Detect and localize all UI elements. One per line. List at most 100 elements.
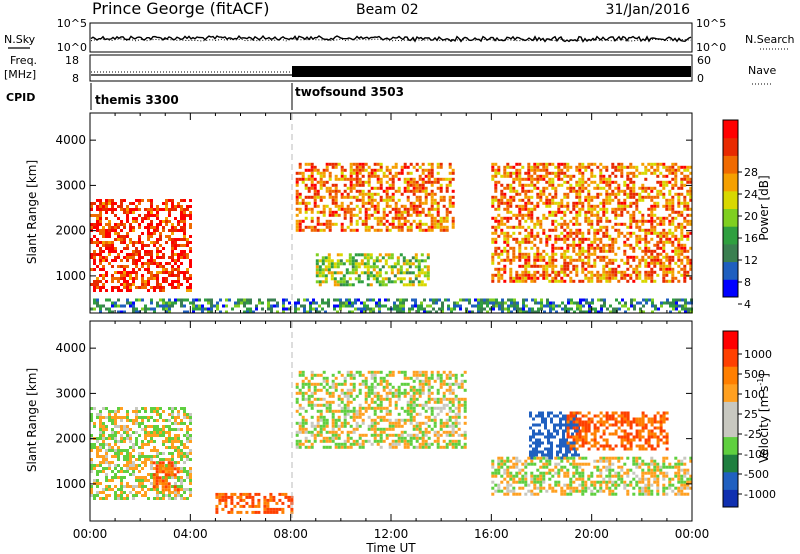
- power-echo-cell: [530, 234, 534, 238]
- power-echo-cell: [165, 220, 168, 223]
- power-echo-cell: [174, 226, 177, 229]
- power-echo-cell: [650, 210, 654, 214]
- power-echo-cell: [521, 276, 525, 280]
- power-echo-cell: [90, 307, 93, 311]
- velocity-echo-cell: [304, 418, 308, 422]
- power-echo-cell: [393, 274, 397, 278]
- velocity-echo-cell: [117, 425, 120, 428]
- power-echo-cell: [626, 204, 630, 208]
- power-echo-cell: [126, 220, 129, 223]
- velocity-echo-cell: [388, 388, 392, 392]
- power-echo-cell: [364, 201, 368, 205]
- velocity-echo-cell: [177, 446, 180, 449]
- velocity-echo-cell: [287, 504, 291, 508]
- power-echo-cell: [512, 213, 516, 217]
- velocity-echo-cell: [349, 424, 353, 428]
- velocity-echo-cell: [117, 476, 120, 479]
- power-echo-cell: [468, 298, 471, 302]
- power-echo-cell: [638, 198, 642, 202]
- power-echo-cell: [617, 222, 621, 226]
- power-echo-cell: [409, 183, 413, 187]
- velocity-echo-cell: [230, 492, 234, 496]
- power-echo-cell: [397, 210, 401, 214]
- power-echo-cell: [384, 298, 387, 302]
- power-echo-cell: [635, 174, 639, 178]
- power-echo-cell: [614, 222, 618, 226]
- power-echo-cell: [678, 310, 681, 314]
- velocity-echo-cell: [397, 391, 401, 395]
- power-echo-cell: [90, 238, 93, 241]
- power-echo-cell: [405, 259, 409, 263]
- power-echo-cell: [321, 307, 324, 311]
- power-echo-cell: [671, 177, 675, 181]
- velocity-echo-cell: [370, 388, 374, 392]
- power-echo-cell: [560, 201, 564, 205]
- nsky-panel: N.Sky 10^5 10^0 10^5 10^0 N.Search: [4, 17, 795, 54]
- power-echo-cell: [343, 189, 347, 193]
- power-echo-cell: [150, 256, 153, 259]
- power-echo-cell: [156, 205, 159, 208]
- power-echo-cell: [147, 211, 150, 214]
- power-echo-cell: [506, 174, 510, 178]
- power-echo-cell: [307, 162, 311, 166]
- power-echo-cell: [593, 261, 597, 265]
- power-echo-cell: [355, 180, 359, 184]
- power-echo-cell: [177, 256, 180, 259]
- velocity-echo-cell: [385, 427, 389, 431]
- power-echo-cell: [542, 168, 546, 172]
- velocity-echo-cell: [403, 382, 407, 386]
- power-echo-cell: [99, 229, 102, 232]
- power-echo-cell: [174, 253, 177, 256]
- power-echo-cell: [524, 252, 528, 256]
- power-echo-cell: [477, 304, 480, 308]
- power-echo-cell: [186, 310, 189, 314]
- power-echo-cell: [650, 165, 654, 169]
- power-echo-cell: [441, 307, 444, 311]
- velocity-echo-cell: [251, 501, 255, 505]
- power-echo-cell: [412, 204, 416, 208]
- power-echo-cell: [560, 246, 564, 250]
- power-echo-cell: [686, 258, 690, 262]
- velocity-echo-cell: [102, 461, 105, 464]
- velocity-echo-cell: [331, 433, 335, 437]
- power-echo-cell: [686, 168, 690, 172]
- velocity-echo-cell: [138, 452, 141, 455]
- power-echo-cell: [516, 304, 519, 308]
- power-echo-cell: [322, 204, 326, 208]
- velocity-echo-cell: [168, 458, 171, 461]
- velocity-echo-cell: [331, 409, 335, 413]
- power-echo-cell: [497, 270, 501, 274]
- velocity-echo-cell: [129, 461, 132, 464]
- power-echo-cell: [638, 234, 642, 238]
- power-echo-cell: [587, 183, 591, 187]
- velocity-echo-cell: [373, 394, 377, 398]
- power-echo-cell: [509, 279, 513, 283]
- power-echo-cell: [587, 237, 591, 241]
- power-echo-cell: [647, 219, 651, 223]
- power-echo-cell: [605, 168, 609, 172]
- power-echo-cell: [132, 208, 135, 211]
- power-echo-cell: [99, 199, 102, 202]
- power-echo-cell: [324, 259, 328, 263]
- velocity-echo-cell: [364, 439, 368, 443]
- power-echo-cell: [644, 219, 648, 223]
- power-echo-cell: [509, 273, 513, 277]
- velocity-echo-cell: [287, 495, 291, 499]
- power-echo-cell: [394, 162, 398, 166]
- power-echo-cell: [626, 279, 630, 283]
- power-echo-cell: [581, 201, 585, 205]
- velocity-echo-cell: [111, 434, 114, 437]
- power-echo-cell: [349, 183, 353, 187]
- velocity-echo-cell: [114, 437, 117, 440]
- power-echo-cell: [587, 258, 591, 262]
- power-echo-cell: [614, 237, 618, 241]
- velocity-echo-cell: [165, 470, 168, 473]
- power-echo-cell: [387, 256, 391, 260]
- power-echo-cell: [668, 264, 672, 268]
- power-echo-cell: [451, 225, 455, 229]
- power-echo-cell: [378, 253, 382, 257]
- power-echo-cell: [587, 195, 591, 199]
- power-echo-cell: [177, 286, 180, 289]
- power-echo-cell: [183, 271, 186, 274]
